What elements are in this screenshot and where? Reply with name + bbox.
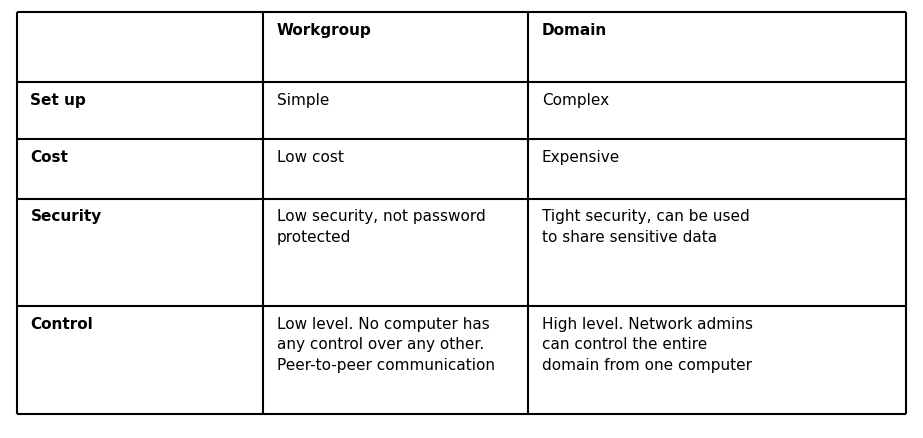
Text: Low security, not password
protected: Low security, not password protected	[277, 209, 485, 244]
Text: Low level. No computer has
any control over any other.
Peer-to-peer communicatio: Low level. No computer has any control o…	[277, 316, 495, 372]
Text: Cost: Cost	[30, 150, 68, 165]
Text: Complex: Complex	[542, 93, 609, 108]
Text: Set up: Set up	[30, 93, 86, 108]
Text: Expensive: Expensive	[542, 150, 620, 165]
Text: Control: Control	[30, 316, 93, 331]
Text: Workgroup: Workgroup	[277, 23, 372, 38]
Text: Tight security, can be used
to share sensitive data: Tight security, can be used to share sen…	[542, 209, 749, 244]
Text: Domain: Domain	[542, 23, 607, 38]
Text: Security: Security	[30, 209, 102, 224]
Text: Simple: Simple	[277, 93, 330, 108]
Text: Low cost: Low cost	[277, 150, 343, 165]
Text: High level. Network admins
can control the entire
domain from one computer: High level. Network admins can control t…	[542, 316, 753, 372]
